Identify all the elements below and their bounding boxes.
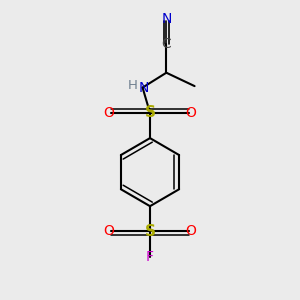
Text: O: O bbox=[103, 224, 114, 238]
Text: N: N bbox=[138, 81, 148, 94]
Text: O: O bbox=[186, 224, 196, 238]
Text: S: S bbox=[145, 224, 155, 238]
Text: C: C bbox=[161, 38, 171, 52]
Text: N: N bbox=[161, 12, 172, 26]
Text: F: F bbox=[146, 250, 154, 264]
Text: S: S bbox=[145, 105, 155, 120]
Text: O: O bbox=[103, 106, 114, 120]
Text: O: O bbox=[186, 106, 196, 120]
Text: H: H bbox=[128, 79, 138, 92]
